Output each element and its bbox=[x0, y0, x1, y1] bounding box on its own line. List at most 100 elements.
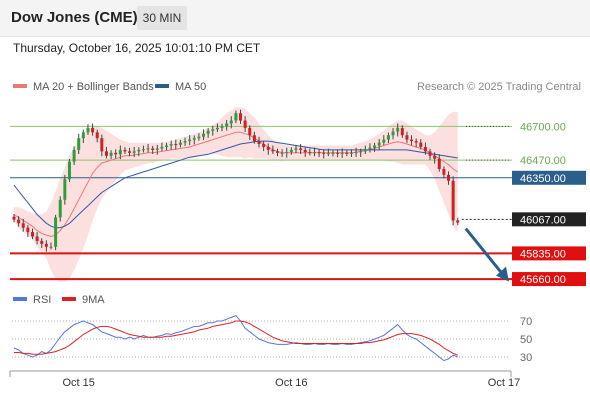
candle-body bbox=[35, 236, 39, 241]
candle-body bbox=[17, 219, 21, 224]
candle-body bbox=[239, 113, 243, 121]
candle-body bbox=[114, 152, 118, 155]
candle-body bbox=[174, 144, 178, 146]
main-plot: 46700.00 46470.00 46350.00 46067.00 45835.00… bbox=[10, 107, 586, 287]
candle-body bbox=[373, 145, 377, 148]
candle-body bbox=[428, 151, 432, 156]
candle-body bbox=[456, 220, 460, 223]
candle-body bbox=[419, 142, 423, 147]
level-label: 46067.00 bbox=[520, 214, 566, 226]
candle-body bbox=[317, 152, 321, 154]
candle-body bbox=[178, 142, 182, 145]
level-label-bg bbox=[512, 246, 586, 261]
candle-body bbox=[215, 127, 219, 130]
candle-body bbox=[312, 152, 316, 154]
candle-body bbox=[146, 148, 150, 150]
candle-body bbox=[377, 142, 381, 146]
candle-body bbox=[160, 146, 164, 149]
candle-body bbox=[192, 138, 196, 140]
level-label: 46470.00 bbox=[520, 155, 566, 167]
candle-body bbox=[382, 139, 386, 143]
candle-body bbox=[331, 152, 335, 154]
rsi-legend-swatch bbox=[13, 297, 27, 301]
candle-body bbox=[77, 138, 81, 150]
candle-body bbox=[109, 152, 113, 156]
candle-body bbox=[405, 135, 409, 140]
candle-body bbox=[141, 149, 145, 151]
rsi-ma-line bbox=[14, 320, 458, 356]
rsi-plot: 70 50 30 bbox=[12, 315, 532, 364]
candle-body bbox=[345, 152, 349, 154]
rsi-level-label: 30 bbox=[520, 352, 532, 364]
chart-datetime: Thursday, October 16, 2025 10:01:10 PM C… bbox=[13, 41, 261, 55]
candle-body bbox=[165, 145, 169, 147]
candle-body bbox=[299, 148, 303, 150]
rsi-level-label: 70 bbox=[520, 316, 532, 328]
candle-body bbox=[151, 148, 155, 150]
candle-body bbox=[30, 232, 34, 237]
candle-body bbox=[137, 149, 141, 152]
candle-body bbox=[275, 151, 279, 153]
instrument-title: Dow Jones (CME) bbox=[11, 9, 138, 26]
candle-body bbox=[118, 149, 122, 155]
candle-body bbox=[12, 216, 16, 220]
candle-body bbox=[58, 199, 62, 218]
ma50-legend-swatch bbox=[155, 84, 169, 88]
ma50-legend-label: MA 50 bbox=[175, 81, 206, 93]
candle-body bbox=[447, 174, 451, 181]
candle-body bbox=[183, 141, 187, 143]
candle-body bbox=[271, 149, 275, 152]
candle-body bbox=[188, 139, 192, 142]
rsi-line bbox=[13, 315, 458, 362]
chart-header: Dow Jones (CME) 30 MIN bbox=[0, 0, 590, 37]
candle-body bbox=[285, 152, 289, 154]
candle-body bbox=[391, 131, 395, 136]
candle-body bbox=[414, 141, 418, 143]
candle-body bbox=[202, 133, 206, 137]
rsi-legend-label: RSI bbox=[33, 294, 51, 306]
level-label: 46350.00 bbox=[520, 173, 566, 185]
candle-body bbox=[132, 151, 136, 153]
candle-body bbox=[248, 127, 252, 136]
candle-body bbox=[294, 148, 298, 150]
candle-body bbox=[128, 151, 132, 153]
x-tick-label: Oct 17 bbox=[488, 377, 520, 389]
candle-body bbox=[86, 127, 90, 133]
ma20-legend-swatch bbox=[13, 84, 27, 88]
candle-body bbox=[437, 158, 441, 169]
candle-body bbox=[229, 120, 233, 124]
candle-body bbox=[40, 240, 44, 244]
level-label: 45835.00 bbox=[520, 248, 566, 260]
level-label: 46700.00 bbox=[520, 121, 566, 133]
copyright-text: Research © 2025 Trading Central bbox=[417, 81, 581, 93]
candle-body bbox=[400, 127, 404, 136]
candle-body bbox=[257, 141, 261, 145]
candle-body bbox=[386, 135, 390, 140]
candle-body bbox=[123, 149, 127, 152]
candle-body bbox=[211, 129, 215, 131]
candle-body bbox=[359, 151, 363, 153]
candle-body bbox=[155, 148, 159, 150]
time-axis: Oct 15 Oct 16 Oct 17 bbox=[9, 370, 520, 389]
candle-body bbox=[280, 152, 284, 154]
rsi-level-label: 50 bbox=[520, 334, 532, 346]
candle-body bbox=[197, 136, 201, 139]
candle-body bbox=[243, 120, 247, 128]
candle-body bbox=[44, 243, 48, 247]
level-label-bg bbox=[512, 212, 586, 227]
candle-body bbox=[451, 180, 455, 221]
candle-body bbox=[326, 153, 330, 155]
candle-body bbox=[63, 179, 67, 200]
x-tick-label: Oct 16 bbox=[275, 377, 307, 389]
forecast-arrow bbox=[464, 227, 505, 276]
candle-body bbox=[54, 217, 58, 247]
candle-body bbox=[433, 155, 437, 159]
ma20-line bbox=[13, 131, 459, 238]
timeframe-badge[interactable]: 30 MIN bbox=[137, 6, 187, 30]
candle-body bbox=[340, 152, 344, 154]
bollinger-band bbox=[14, 107, 458, 282]
candle-body bbox=[363, 149, 367, 152]
candle-body bbox=[423, 146, 427, 152]
candle-body bbox=[104, 151, 108, 156]
